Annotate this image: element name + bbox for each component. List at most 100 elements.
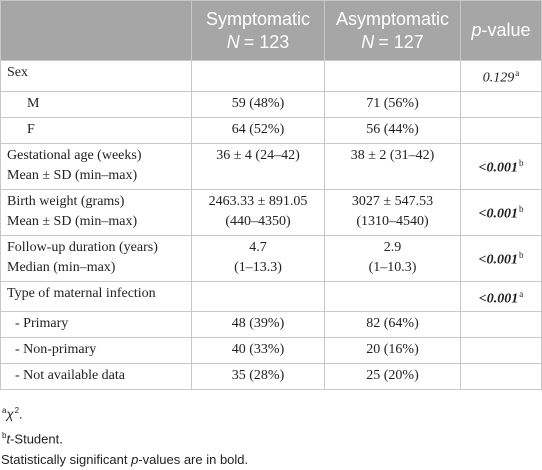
value-cell: 40 (33%) [191, 337, 325, 365]
table-row: Follow-up duration (years) Median (min–ma… [0, 234, 542, 282]
row-label: - Not available data [15, 368, 126, 384]
footnote-text: . [19, 406, 23, 422]
table-row: Type of maternal infection <0.001a [0, 280, 542, 313]
row-label: Median (min–max) [7, 259, 116, 275]
row-label: Mean ± SD (min–max) [7, 213, 138, 229]
header-cell [0, 0, 192, 61]
footnote-text: -Student. [10, 430, 63, 446]
cell-value: 20 (16%) [366, 342, 419, 358]
row-label-cell: Sex [0, 60, 192, 92]
row-label: Birth weight (grams) [7, 193, 125, 209]
footnote: aχ2. [1, 400, 542, 424]
row-label: Type of maternal infection [7, 285, 156, 301]
row-label-cell: Birth weight (grams) Mean ± SD (min–max) [0, 188, 192, 236]
footnote-symbol: χ [6, 406, 14, 422]
cell-value: 38 ± 2 (31–42) [350, 147, 435, 163]
row-label-cell: Type of maternal infection [0, 280, 192, 313]
header-label: Asymptomatic [335, 8, 450, 29]
p-value-cell: <0.001b [460, 234, 542, 282]
value-cell: 64 (52%) [191, 116, 325, 144]
header-cell: Asymptomatic N = 127 [324, 0, 461, 61]
row-label: Mean ± SD (min–max) [7, 167, 138, 183]
row-label-cell: - Primary [0, 311, 192, 339]
header-label: Symptomatic [205, 8, 311, 29]
table-row: - Primary 48 (39%) 82 (64%) [0, 311, 542, 339]
p-value-cell [460, 363, 542, 391]
cell-value: 4.7 [249, 239, 267, 255]
row-label-cell: Follow-up duration (years) Median (min–ma… [0, 234, 192, 282]
cell-value: 71 (56%) [366, 95, 419, 111]
row-label: Gestational age (weeks) [7, 147, 142, 163]
value-cell: 56 (44%) [324, 116, 461, 144]
p-value: <0.001 [478, 206, 518, 222]
row-label-cell: F [0, 116, 192, 144]
footnote-text: Statistically significant [1, 451, 132, 467]
value-cell: 2.9 (1–10.3) [324, 234, 461, 282]
table-row: F 64 (52%) 56 (44%) [0, 116, 542, 144]
footnote-mark: b [518, 250, 524, 261]
row-label: Sex [7, 65, 28, 80]
value-cell: 3027 ± 547.53 (1310–4540) [324, 188, 461, 236]
value-cell: 2463.33 ± 891.05 (440–4350) [191, 188, 325, 236]
footnote-mark: b [518, 158, 524, 169]
footnote-mark: b [2, 430, 7, 440]
value-cell: 4.7 (1–13.3) [191, 234, 325, 282]
footnote-symbol: p [131, 451, 139, 467]
cell-value: (440–4350) [225, 213, 291, 229]
cell-value: (1–10.3) [368, 259, 417, 275]
value-cell: 38 ± 2 (31–42) [324, 142, 461, 190]
cell-value: 2.9 [383, 239, 402, 255]
cell-value: 35 (28%) [231, 368, 285, 384]
cell-value: 56 (44%) [366, 121, 419, 137]
value-cell: 48 (39%) [191, 311, 325, 339]
value-cell: 35 (28%) [191, 363, 325, 391]
footnote-mark: a [519, 288, 524, 299]
value-cell: 59 (48%) [191, 90, 325, 118]
p-value-cell [460, 90, 542, 118]
cell-value: (1–13.3) [234, 259, 282, 275]
value-cell [191, 280, 325, 313]
p-value-cell: <0.001b [460, 188, 542, 236]
cell-value: 82 (64%) [366, 316, 419, 332]
n-value: = 127 [378, 31, 424, 52]
p-value: <0.001 [478, 252, 518, 268]
row-label: M [27, 95, 40, 111]
value-cell: 82 (64%) [324, 311, 461, 339]
p-value: <0.001 [478, 291, 519, 307]
p-value-cell: <0.001b [460, 142, 542, 190]
n-value: = 123 [243, 31, 290, 52]
cell-value: 25 (20%) [366, 368, 419, 384]
footnotes: aχ2. bt-Student. Statistically significant… [0, 390, 542, 470]
row-label: Follow-up duration (years) [7, 239, 158, 255]
footnote-mark: a [2, 406, 7, 416]
cell-value: 48 (39%) [231, 316, 285, 332]
table-row: - Not available data 35 (28%) 25 (20%) [0, 363, 542, 391]
footnote-text: -values are in bold. [138, 451, 249, 467]
footnote: Statistically significant p-values are i… [1, 449, 542, 470]
row-label-cell: Gestational age (weeks) Mean ± SD (min–ma… [0, 142, 192, 190]
value-cell [324, 280, 461, 313]
cell-value: 64 (52%) [231, 121, 285, 137]
p-value: 0.129 [482, 70, 515, 86]
p-value-cell: 0.129a [460, 60, 542, 92]
p-value-cell [460, 116, 542, 144]
table-row: M 59 (48%) 71 (56%) [0, 90, 542, 118]
p-value-cell: <0.001a [460, 280, 542, 313]
row-label: F [27, 121, 35, 137]
table-row: Sex 0.129a [0, 60, 542, 92]
table-row: Birth weight (grams) Mean ± SD (min–max) 2… [0, 188, 542, 236]
n-symbol: N [361, 31, 375, 52]
value-cell: 25 (20%) [324, 363, 461, 391]
row-label-cell: M [0, 90, 192, 118]
data-table: Symptomatic N = 123 Asymptomatic N = 127 p-v… [0, 0, 542, 391]
row-label: - Non-primary [15, 342, 97, 358]
row-label: - Primary [15, 316, 69, 332]
n-symbol: N [226, 31, 240, 52]
footnote: bt-Student. [1, 425, 542, 449]
cell-value: 36 ± 4 (24–42) [216, 147, 300, 163]
p-value-cell [460, 311, 542, 339]
value-cell [191, 60, 325, 92]
row-label-cell: - Non-primary [0, 337, 192, 365]
table-row: Gestational age (weeks) Mean ± SD (min–ma… [0, 142, 542, 190]
